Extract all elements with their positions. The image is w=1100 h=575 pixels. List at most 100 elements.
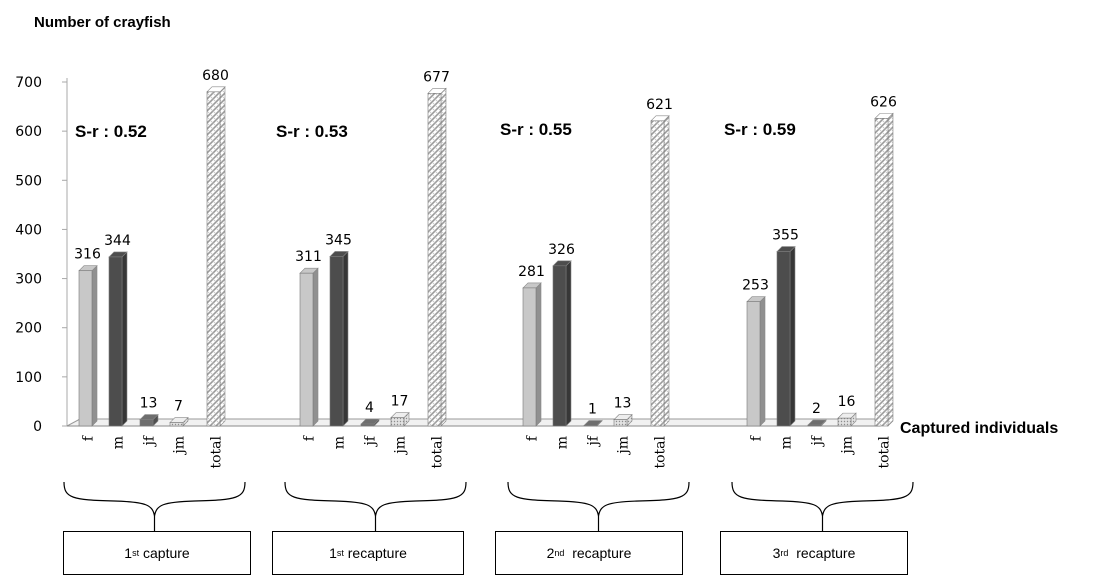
bar-m [776, 245, 796, 427]
group-brace [507, 481, 690, 517]
category-label: m [779, 436, 795, 449]
bar-jf-front [139, 419, 154, 427]
bar-jf [807, 419, 827, 427]
bar-f-front [522, 287, 537, 427]
category-label: jf [586, 434, 602, 447]
category-label: jm [616, 436, 632, 456]
category-label: total [653, 435, 669, 468]
data-label: 316 [74, 247, 101, 263]
data-label: 345 [325, 232, 352, 248]
y-axis-title: Number of crayfish [34, 14, 171, 31]
category-label: m [555, 436, 571, 449]
data-label: 281 [518, 264, 545, 280]
category-label: m [111, 436, 127, 449]
category-label: total [209, 435, 225, 468]
bar-m [552, 260, 572, 427]
category-label: total [430, 435, 446, 468]
data-label: 7 [174, 399, 183, 415]
bar-m-side [789, 245, 796, 427]
y-tick-label: 600 [15, 124, 42, 140]
bar-jf [139, 413, 159, 427]
sr-label: S-r : 0.52 [75, 122, 147, 141]
bar-jf-front [360, 423, 375, 427]
bar-m-front [552, 265, 567, 427]
category-label: f [302, 434, 318, 441]
bar-jm-front [837, 417, 852, 427]
bar-total-side [663, 115, 670, 427]
labels-layer: 316 f 344 m 13 jf 7 jm 680 total S-r : 0.52 311 f 345… [74, 68, 897, 469]
category-label: jm [172, 436, 188, 456]
bar-jm [837, 412, 857, 427]
data-label: 355 [772, 228, 799, 244]
bar-jm-front [390, 417, 405, 427]
data-label: 4 [365, 400, 374, 416]
sr-label: S-r : 0.53 [276, 122, 348, 141]
y-tick-label: 400 [15, 222, 42, 238]
data-label: 1 [588, 402, 597, 418]
y-tick-label: 700 [15, 75, 42, 91]
bar-jm-front [613, 419, 628, 427]
category-label: jm [840, 436, 856, 456]
bar-total-front [874, 118, 889, 427]
bar-total-front [206, 91, 221, 427]
y-axis: 0 100 200 300 400 500 600 700 [15, 75, 67, 435]
bar-f-front [299, 272, 314, 427]
bar-total [427, 87, 447, 427]
data-label: 680 [202, 68, 229, 84]
bar-total-side [440, 87, 447, 427]
bar-jm-front [169, 422, 184, 427]
data-label: 626 [870, 94, 897, 110]
data-label: 311 [295, 249, 322, 265]
bar-f [746, 295, 766, 427]
sr-label: S-r : 0.55 [500, 120, 572, 139]
data-label: 13 [614, 396, 632, 412]
bar-f-front [746, 301, 761, 427]
bar-f-side [759, 295, 766, 427]
chart-floor-plane [66, 418, 894, 427]
bar-jm [613, 413, 633, 427]
bar-total-front [650, 120, 665, 427]
bar-jf [360, 418, 380, 427]
y-tick-label: 500 [15, 173, 42, 189]
group-brace [63, 481, 246, 517]
category-label: f [81, 434, 97, 441]
group-brace [284, 481, 467, 517]
bar-f [522, 282, 542, 427]
bar-m-side [121, 251, 128, 427]
bar-jf [583, 419, 603, 427]
data-label: 17 [391, 394, 409, 410]
data-label: 2 [812, 401, 821, 417]
bar-f-side [312, 267, 319, 427]
bar-total [206, 86, 226, 427]
bar-jm [390, 411, 410, 427]
data-label: 326 [548, 242, 575, 258]
bar-total-side [219, 86, 226, 427]
bar-jm [169, 416, 189, 427]
sr-label: S-r : 0.59 [724, 120, 796, 139]
category-label: jm [393, 436, 409, 456]
data-label: 621 [646, 97, 673, 113]
bar-total [874, 112, 894, 427]
bar-jf-front [807, 424, 822, 427]
category-label: jf [142, 434, 158, 447]
group-brace [731, 481, 914, 517]
bar-m-front [329, 256, 344, 427]
bar-m [108, 251, 128, 427]
category-label: jf [810, 434, 826, 447]
bar-m-side [342, 250, 349, 427]
bar-f-side [91, 264, 98, 427]
bar-f-front [78, 270, 93, 427]
category-label: f [749, 434, 765, 441]
y-tick-label: 100 [15, 370, 42, 386]
bar-m-front [776, 251, 791, 427]
y-tick-label: 200 [15, 321, 42, 337]
bar-total [650, 115, 670, 427]
bars-layer [78, 86, 894, 427]
data-label: 13 [140, 396, 158, 412]
data-label: 677 [423, 69, 450, 85]
